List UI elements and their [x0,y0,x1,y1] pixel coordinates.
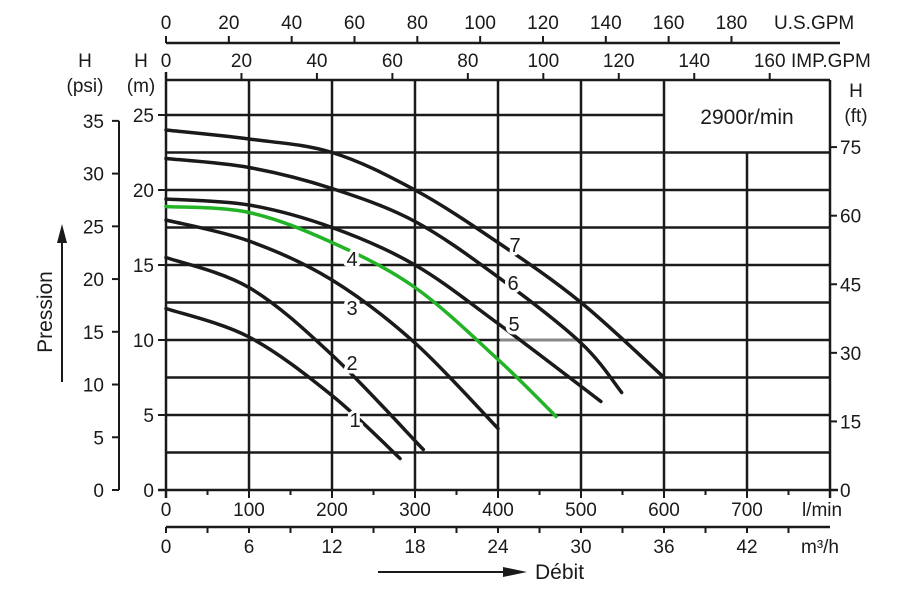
psi-tick-label: 20 [83,270,104,291]
impgpm-tick-label: 60 [382,51,403,72]
ft-tick-label: 0 [840,481,851,502]
ft-axis-h-label: H [849,81,863,102]
pump-curve-1 [164,306,402,461]
labels: 1 2 3 4 5 6 7 [343,232,524,436]
pump-curve-4 [164,204,558,419]
impgpm-unit-label: IMP.GPM [791,51,871,72]
psi-tick-label: 5 [93,428,104,449]
usgpm-tick-label: 100 [464,13,496,34]
pump-curve-3 [164,218,500,431]
m3h-tick-label: 0 [161,537,172,558]
m3h-tick-label: 30 [570,537,591,558]
y-axis-arrow-icon [57,224,67,243]
ft-tick-label: 30 [840,344,861,365]
lmin-tick-label: 200 [316,500,348,521]
m-tick-label: 5 [143,406,154,427]
m-tick-label: 15 [133,256,154,277]
m3h-tick-label: 36 [653,537,674,558]
impgpm-tick-label: 160 [754,51,786,72]
psi-axis-unit-label: (psi) [67,76,104,97]
grid [158,72,838,498]
x-axis-arrow-icon [503,567,527,577]
curve-label-3: 3 [346,298,357,320]
x-axis-title: Débit [535,561,584,584]
lmin-tick-label: 600 [648,500,680,521]
m3h-tick-label: 24 [487,537,509,558]
usgpm-tick-label: 120 [527,13,559,34]
curves [164,128,666,461]
usgpm-tick-label: 20 [218,13,239,34]
pump-curve-5 [164,197,603,404]
usgpm-tick-label: 0 [161,13,172,34]
curve-label-4: 4 [346,249,357,271]
psi-tick-label: 35 [83,112,104,133]
lmin-unit-label: l/min [802,500,842,521]
psi-tick-label: 30 [83,165,104,186]
m-tick-label: 25 [133,106,154,127]
ft-tick-label: 60 [840,207,861,228]
impgpm-tick-label: 100 [527,51,559,72]
pump-curve-2 [164,255,426,452]
m-tick-label: 0 [143,481,154,502]
psi-tick-label: 15 [83,323,104,344]
ft-tick-label: 75 [840,138,861,159]
psi-tick-label: 25 [83,217,104,238]
impgpm-tick-label: 80 [457,51,478,72]
lmin-tick-label: 300 [399,500,431,521]
ft-axis-unit-label: (ft) [844,106,867,127]
lmin-tick-label: 400 [482,500,514,521]
m3h-tick-label: 42 [736,537,757,558]
m-tick-label: 20 [133,181,154,202]
usgpm-unit-label: U.S.GPM [774,13,854,34]
usgpm-tick-label: 60 [344,13,365,34]
m3h-tick-label: 18 [404,537,425,558]
y-axis-title: Pression [34,271,57,353]
usgpm-tick-label: 80 [407,13,428,34]
lmin-tick-label: 700 [731,500,763,521]
lmin-tick-label: 100 [233,500,265,521]
usgpm-tick-label: 160 [653,13,685,34]
lmin-tick-label: 500 [565,500,597,521]
psi-axis-h-label: H [78,51,92,72]
impgpm-tick-label: 0 [161,51,172,72]
m3h-unit-label: m³/h [801,537,839,558]
curve-label-2: 2 [346,353,357,375]
curve-label-6: 6 [507,273,518,295]
pump-curve-6 [164,156,624,395]
curve-label-7: 7 [509,235,520,257]
m-axis-h-label: H [134,51,148,72]
pump-curve-7 [164,128,666,380]
impgpm-tick-label: 140 [678,51,710,72]
psi-tick-label: 0 [93,481,104,502]
speed-label: 2900r/min [700,106,793,129]
curve-label-1: 1 [349,410,360,432]
lmin-tick-label: 0 [161,500,172,521]
psi-tick-label: 10 [83,376,104,397]
usgpm-tick-label: 180 [716,13,748,34]
usgpm-tick-label: 40 [281,13,302,34]
usgpm-tick-label: 140 [590,13,622,34]
m3h-tick-label: 12 [321,537,342,558]
curve-label-5: 5 [508,314,519,336]
ft-tick-label: 45 [840,275,861,296]
m-tick-label: 10 [133,331,154,352]
impgpm-tick-label: 20 [231,51,252,72]
ft-tick-label: 15 [840,412,861,433]
m-axis-unit-label: (m) [127,76,155,97]
m3h-tick-label: 6 [244,537,255,558]
impgpm-tick-label: 120 [603,51,635,72]
impgpm-tick-label: 40 [306,51,327,72]
